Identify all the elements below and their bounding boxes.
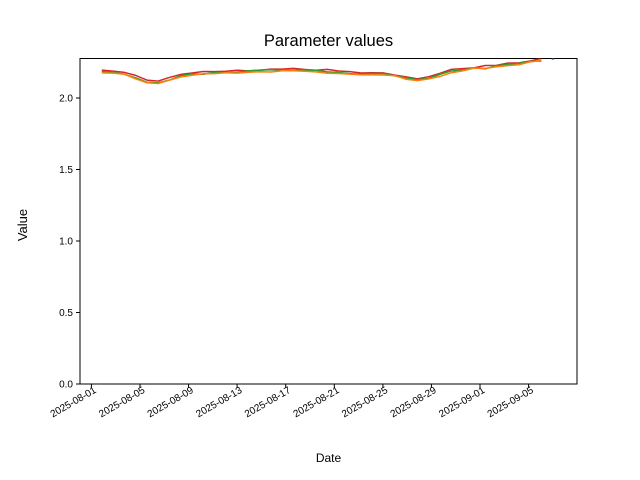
svg-text:Value: Value	[15, 209, 30, 241]
svg-text:1.5: 1.5	[59, 165, 73, 176]
svg-text:1.0: 1.0	[59, 237, 73, 248]
svg-text:Parameter values: Parameter values	[264, 32, 393, 50]
svg-text:Date: Date	[316, 451, 342, 465]
svg-text:2.0: 2.0	[59, 94, 73, 105]
svg-text:0.5: 0.5	[59, 308, 73, 319]
svg-text:0.0: 0.0	[59, 380, 73, 391]
